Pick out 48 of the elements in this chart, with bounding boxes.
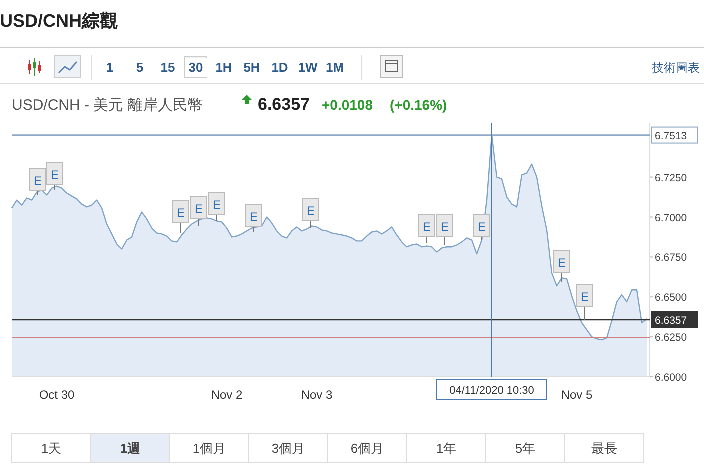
text: 1年 bbox=[436, 441, 457, 456]
button: 1H bbox=[213, 58, 235, 77]
annotation: E bbox=[50, 168, 60, 182]
button: 1D bbox=[269, 58, 291, 77]
y-tick-label: 6.7000 bbox=[655, 212, 688, 224]
x-tick-label: 04/11/2020 10:30 bbox=[450, 385, 534, 397]
annotation: E bbox=[422, 220, 432, 234]
text: 1個月 bbox=[192, 441, 226, 456]
annotation: E bbox=[558, 256, 566, 270]
text: (+0.16%) bbox=[390, 97, 448, 113]
y-tick-label: 6.6750 bbox=[655, 252, 688, 264]
x-tick-label: Nov 5 bbox=[561, 388, 593, 402]
annotation: E bbox=[306, 204, 316, 218]
y-tick-label: 6.6250 bbox=[655, 332, 688, 344]
x-tick-label: Nov 2 bbox=[211, 388, 243, 402]
text: 3個月 bbox=[272, 441, 306, 456]
annotation: E bbox=[478, 220, 486, 234]
text: 技術圖表 bbox=[651, 61, 700, 75]
annotation: E bbox=[212, 198, 222, 212]
x-tick-label: Nov 3 bbox=[301, 388, 333, 402]
y-tick-label: 6.6000 bbox=[655, 372, 688, 384]
annotation: E bbox=[34, 174, 42, 188]
button: 5 bbox=[129, 58, 151, 77]
ref-line-label: 6.7513 bbox=[655, 130, 688, 142]
text: 6.6357 bbox=[258, 95, 310, 114]
text: 1週 bbox=[120, 441, 142, 456]
button: 5H bbox=[241, 58, 263, 77]
button: 15 bbox=[157, 58, 179, 77]
button: 1M bbox=[324, 58, 346, 77]
text: 6個月 bbox=[350, 441, 384, 456]
button: 1 bbox=[99, 58, 121, 77]
y-tick-label: 6.6500 bbox=[655, 292, 688, 304]
y-tick-label: 6.7250 bbox=[655, 172, 688, 184]
annotation: E bbox=[440, 220, 450, 234]
annotation: E bbox=[250, 210, 258, 224]
button: 30 bbox=[185, 58, 207, 77]
annotation: E bbox=[176, 206, 186, 220]
text: +0.0108 bbox=[322, 97, 374, 113]
text: 最長 bbox=[592, 441, 618, 456]
chart-title: USD/CNH綜觀 bbox=[0, 11, 118, 31]
chart-subtitle: USD/CNH - 美元 離岸人民幣 bbox=[12, 97, 203, 114]
button: 1W bbox=[297, 58, 319, 77]
x-tick-label: Oct 30 bbox=[39, 388, 75, 402]
text: 1天 bbox=[41, 441, 62, 456]
annotation: E bbox=[580, 290, 590, 304]
text: 5年 bbox=[515, 441, 536, 456]
ref-line-label: 6.6357 bbox=[655, 314, 688, 327]
annotation: E bbox=[194, 202, 204, 216]
